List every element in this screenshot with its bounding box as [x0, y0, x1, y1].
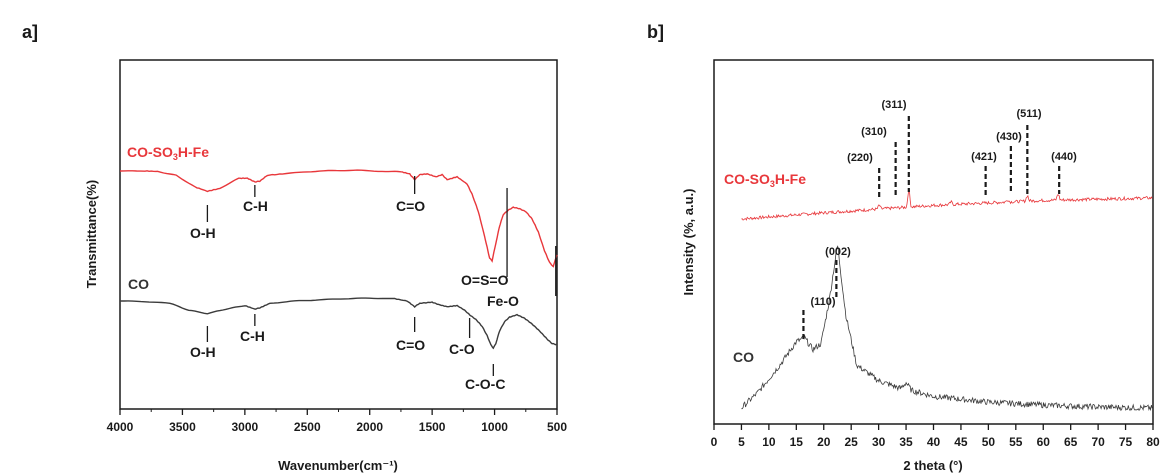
x-ticks-b: 0 5 10 15 20 25 30 35 40 45 50 55 60 65 70 75 80 — [711, 424, 1160, 449]
x-tick-label-b: 15 — [790, 435, 804, 449]
annotation-ch-dark: C-H — [240, 328, 265, 344]
x-tick-label-a: 1500 — [419, 420, 446, 434]
xrd-panel: b] 0 5 10 15 20 25 30 35 40 45 50 55 60 65 70 75 80 (220… — [581, 0, 1162, 474]
peak-markers-a — [206, 176, 557, 376]
peak-label-220: (220) — [847, 152, 873, 164]
x-tick-label-b: 45 — [954, 435, 968, 449]
annotation-feo: Fe-O — [487, 293, 519, 309]
plot-frame-a — [119, 59, 558, 410]
x-tick-label-a: 4000 — [107, 420, 134, 434]
panel-label-a: a] — [22, 22, 39, 42]
peak-label-110: (110) — [810, 296, 835, 308]
peak-label-421: (421) — [971, 151, 997, 163]
x-tick-label-b: 40 — [927, 435, 941, 449]
x-tick-label-b: 5 — [738, 435, 745, 449]
x-tick-label-a: 3000 — [232, 420, 259, 434]
annotation-oh-dark: O-H — [190, 344, 216, 360]
series-label-co-so3h-fe-b: CO-SO3H-Fe — [724, 171, 806, 189]
ftir-panel: a] 4000 3500 3000 2500 2000 1500 1000 500 CO-SO… — [0, 0, 580, 474]
x-axis-title-a: Wavenumber(cm⁻¹) — [278, 458, 398, 473]
x-tick-label-b: 25 — [845, 435, 859, 449]
annotation-co-dark: C=O — [396, 337, 425, 353]
ftir-chart: 4000 3500 3000 2500 2000 1500 1000 500 CO-SO3H-… — [84, 59, 567, 473]
x-tick-label-b: 70 — [1091, 435, 1105, 449]
series-line-co-so3h-fe — [119, 169, 558, 268]
annotation-coc: C-O-C — [465, 376, 505, 392]
plot-frame-b — [713, 59, 1154, 425]
peak-label-511: (511) — [1016, 108, 1041, 120]
peak-label-440: (440) — [1051, 151, 1077, 163]
x-tick-label-b: 20 — [817, 435, 831, 449]
x-tick-label-a: 500 — [547, 420, 567, 434]
x-tick-label-b: 30 — [872, 435, 886, 449]
x-tick-label-a: 1000 — [481, 420, 508, 434]
peak-markers-b — [802, 116, 1061, 340]
peak-label-430: (430) — [996, 131, 1022, 143]
x-ticks-a: 4000 3500 3000 2500 2000 1500 1000 500 — [107, 409, 567, 434]
series-label-co: CO — [128, 276, 149, 292]
x-tick-label-b: 0 — [711, 435, 718, 449]
x-tick-label-b: 35 — [899, 435, 913, 449]
annotation-oso: O=S=O — [461, 272, 509, 288]
annotation-co-red: C=O — [396, 198, 425, 214]
annotation-c-o: C-O — [449, 341, 475, 357]
series-line-co-so3h-fe — [741, 189, 1153, 221]
peak-label-002: (002) — [825, 246, 851, 258]
peak-label-311: (311) — [881, 99, 906, 111]
series-label-co-so3h-fe: CO-SO3H-Fe — [127, 144, 209, 162]
x-axis-title-b: 2 theta (°) — [903, 458, 962, 473]
peak-label-310: (310) — [861, 126, 887, 138]
x-tick-label-b: 80 — [1146, 435, 1160, 449]
series-label-co-b: CO — [733, 349, 754, 365]
x-tick-label-a: 3500 — [169, 420, 196, 434]
y-axis-title-b: Intensity (%, a.u.) — [681, 189, 696, 296]
x-tick-label-b: 75 — [1119, 435, 1133, 449]
xrd-chart: 0 5 10 15 20 25 30 35 40 45 50 55 60 65 70 75 80 (220) (… — [681, 59, 1160, 473]
x-tick-label-a: 2000 — [356, 420, 383, 434]
y-axis-title-a: Transmittance(%) — [84, 180, 99, 288]
x-tick-label-b: 10 — [762, 435, 776, 449]
x-tick-label-b: 60 — [1037, 435, 1051, 449]
panel-label-b: b] — [647, 22, 664, 42]
x-tick-label-b: 50 — [982, 435, 996, 449]
annotation-ch-red: C-H — [243, 198, 268, 214]
series-line-co — [741, 245, 1153, 412]
x-tick-label-b: 55 — [1009, 435, 1023, 449]
annotation-oh-red: O-H — [190, 225, 216, 241]
series-line-co — [120, 297, 557, 350]
x-tick-label-b: 65 — [1064, 435, 1078, 449]
x-tick-label-a: 2500 — [294, 420, 321, 434]
